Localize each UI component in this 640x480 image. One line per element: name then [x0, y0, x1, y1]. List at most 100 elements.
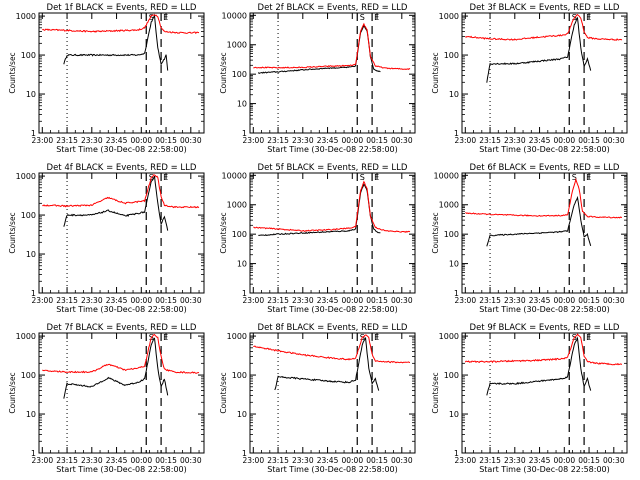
- series-line-lld: [253, 180, 411, 233]
- y-tick-label: 1000: [16, 332, 36, 341]
- x-tick-label: 23:45: [529, 456, 551, 465]
- y-axis-label: Counts/sec: [219, 212, 228, 253]
- plot-frame: [249, 12, 416, 134]
- y-tick-label: 1000: [16, 172, 36, 181]
- y-axis-label: Counts/sec: [8, 52, 17, 93]
- y-tick-label: 100: [232, 70, 247, 79]
- y-tick-label: 10: [237, 260, 247, 269]
- y-tick-label: 1: [242, 289, 247, 298]
- x-tick-label: 00:15: [155, 296, 177, 305]
- chart-title: Det 2f BLACK = Events, RED = LLD: [258, 3, 408, 13]
- series-line-lld: [42, 334, 200, 374]
- x-tick-label: 23:30: [81, 456, 103, 465]
- y-tick-label: 1000: [16, 12, 36, 21]
- x-tick-label: 00:15: [366, 296, 388, 305]
- y-tick-label: 10: [26, 410, 36, 419]
- x-tick-label: 00:30: [180, 296, 202, 305]
- marker-start: S: [572, 173, 577, 182]
- panel-det-5: Det 5f BLACK = Events, RED = LLD 1 10 100 10…: [219, 163, 416, 314]
- x-tick-label: 00:30: [603, 456, 625, 465]
- x-tick-label: 23:00: [242, 456, 264, 465]
- x-tick-label: 00:00: [553, 296, 575, 305]
- x-axis-label: Start Time (30-Dec-08 22:58:00): [56, 305, 187, 314]
- y-tick-label: 10: [237, 100, 247, 109]
- chart-title: Det 5f BLACK = Events, RED = LLD: [258, 163, 408, 173]
- y-axis-label: Counts/sec: [8, 372, 17, 413]
- plot-frame: [249, 172, 416, 294]
- y-axis-label: Counts/sec: [431, 212, 440, 253]
- panel-det-1: Det 1f BLACK = Events, RED = LLD 1 10 100 10…: [8, 3, 205, 154]
- x-tick-label: 23:30: [81, 136, 103, 145]
- x-tick-label: 23:45: [317, 456, 339, 465]
- x-tick-label: 23:15: [267, 296, 289, 305]
- x-tick-label: 23:30: [81, 296, 103, 305]
- marker-end: E: [586, 173, 591, 182]
- x-axis-label: Start Time (30-Dec-08 22:58:00): [267, 305, 398, 314]
- y-axis-label: Counts/sec: [219, 372, 228, 413]
- series-line-lld: [42, 174, 200, 209]
- y-tick-label: 10000: [434, 171, 459, 180]
- y-axis-label: Counts/sec: [8, 212, 17, 253]
- series-line-lld: [42, 14, 200, 35]
- y-axis-label: Counts/sec: [219, 52, 228, 93]
- x-axis-label: Start Time (30-Dec-08 22:58:00): [56, 145, 187, 154]
- y-tick-label: 1000: [227, 332, 247, 341]
- series-line-events: [258, 183, 381, 237]
- plot-frame: [38, 172, 205, 294]
- plot-frame: [38, 332, 205, 454]
- series-line-lld: [253, 334, 411, 364]
- x-tick-label: 23:30: [292, 456, 314, 465]
- y-tick-label: 100: [21, 211, 36, 220]
- x-tick-label: 23:45: [106, 296, 128, 305]
- x-tick-label: 23:45: [317, 296, 339, 305]
- panel-det-7: Det 7f BLACK = Events, RED = LLD 1 10 100 10…: [8, 323, 205, 474]
- x-tick-label: 23:30: [504, 456, 526, 465]
- chart-title: Det 1f BLACK = Events, RED = LLD: [47, 3, 197, 13]
- marker-start: S: [149, 13, 154, 22]
- y-tick-label: 10000: [222, 171, 247, 180]
- x-tick-label: 23:15: [479, 296, 501, 305]
- x-tick-label: 00:15: [366, 456, 388, 465]
- series-line-lld: [465, 177, 622, 219]
- x-tick-label: 00:30: [603, 296, 625, 305]
- y-tick-label: 1: [242, 129, 247, 138]
- panel-det-8: Det 8f BLACK = Events, RED = LLD 1 10 100 10…: [219, 323, 416, 474]
- marker-start: S: [360, 173, 365, 182]
- y-tick-label: 10: [26, 90, 36, 99]
- x-axis-label: Start Time (30-Dec-08 22:58:00): [479, 145, 610, 154]
- series-line-lld: [253, 22, 411, 71]
- y-tick-label: 100: [444, 51, 459, 60]
- chart-title: Det 6f BLACK = Events, RED = LLD: [470, 163, 620, 173]
- y-tick-label: 1000: [439, 332, 459, 341]
- x-axis-label: Start Time (30-Dec-08 22:58:00): [267, 465, 398, 474]
- y-tick-label: 10: [449, 410, 459, 419]
- x-tick-label: 23:00: [242, 296, 264, 305]
- marker-end: E: [586, 333, 591, 342]
- x-tick-label: 00:30: [391, 296, 413, 305]
- x-axis-label: Start Time (30-Dec-08 22:58:00): [479, 465, 610, 474]
- x-tick-label: 23:30: [292, 296, 314, 305]
- x-tick-label: 00:30: [603, 136, 625, 145]
- x-tick-label: 00:00: [130, 296, 152, 305]
- x-tick-label: 23:15: [56, 296, 78, 305]
- plot-frame: [249, 332, 416, 454]
- y-tick-label: 1: [31, 129, 36, 138]
- x-axis-label: Start Time (30-Dec-08 22:58:00): [479, 305, 610, 314]
- y-tick-label: 1: [242, 449, 247, 458]
- x-tick-label: 23:15: [267, 136, 289, 145]
- marker-end: E: [163, 173, 168, 182]
- x-tick-label: 00:00: [341, 136, 363, 145]
- y-tick-label: 1000: [227, 201, 247, 210]
- x-tick-label: 23:00: [242, 136, 264, 145]
- x-tick-label: 23:00: [454, 136, 476, 145]
- plot-frame: [461, 172, 628, 294]
- y-tick-label: 1000: [439, 201, 459, 210]
- series-line-events: [63, 175, 169, 231]
- x-axis-label: Start Time (30-Dec-08 22:58:00): [56, 465, 187, 474]
- y-tick-label: 100: [444, 371, 459, 380]
- y-tick-label: 1000: [439, 12, 459, 21]
- x-tick-label: 00:15: [578, 456, 600, 465]
- panel-det-4: Det 4f BLACK = Events, RED = LLD 1 10 100 10…: [8, 163, 205, 314]
- y-tick-label: 10: [237, 410, 247, 419]
- y-tick-label: 10: [449, 260, 459, 269]
